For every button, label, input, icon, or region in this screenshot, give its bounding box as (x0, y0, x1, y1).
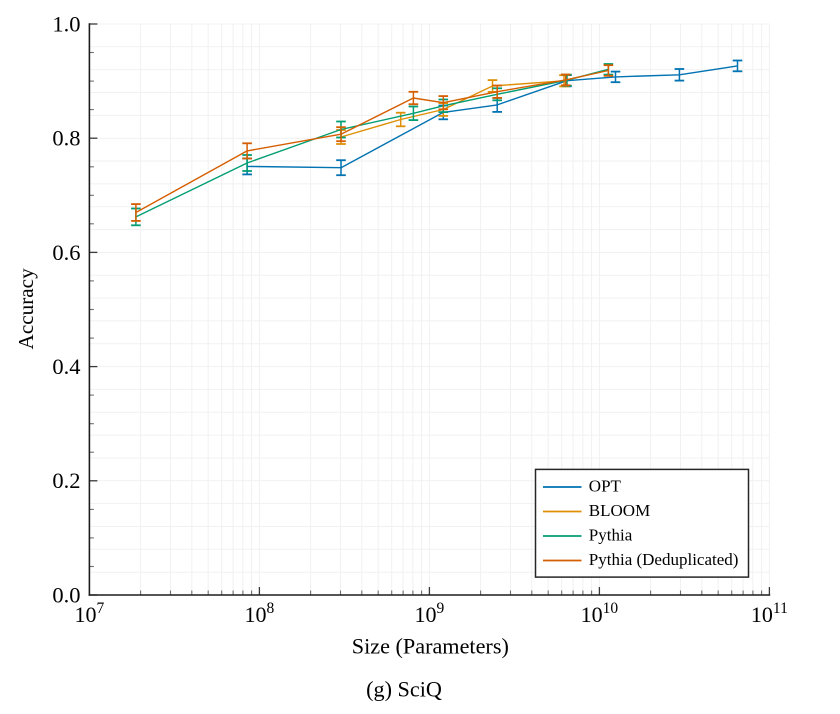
svg-text:0.4: 0.4 (52, 354, 80, 379)
svg-text:Accuracy: Accuracy (14, 268, 38, 350)
svg-text:BLOOM: BLOOM (589, 501, 650, 520)
svg-text:(g) SciQ: (g) SciQ (366, 676, 442, 701)
svg-text:0.6: 0.6 (52, 240, 80, 265)
svg-text:0.2: 0.2 (52, 468, 80, 493)
svg-text:1.0: 1.0 (52, 11, 80, 36)
svg-text:OPT: OPT (589, 477, 622, 496)
svg-text:Pythia (Deduplicated): Pythia (Deduplicated) (589, 550, 739, 569)
svg-text:Pythia: Pythia (589, 526, 633, 545)
svg-text:Size (Parameters): Size (Parameters) (352, 633, 509, 658)
svg-text:0.8: 0.8 (52, 126, 80, 151)
svg-text:0.0: 0.0 (52, 583, 80, 608)
